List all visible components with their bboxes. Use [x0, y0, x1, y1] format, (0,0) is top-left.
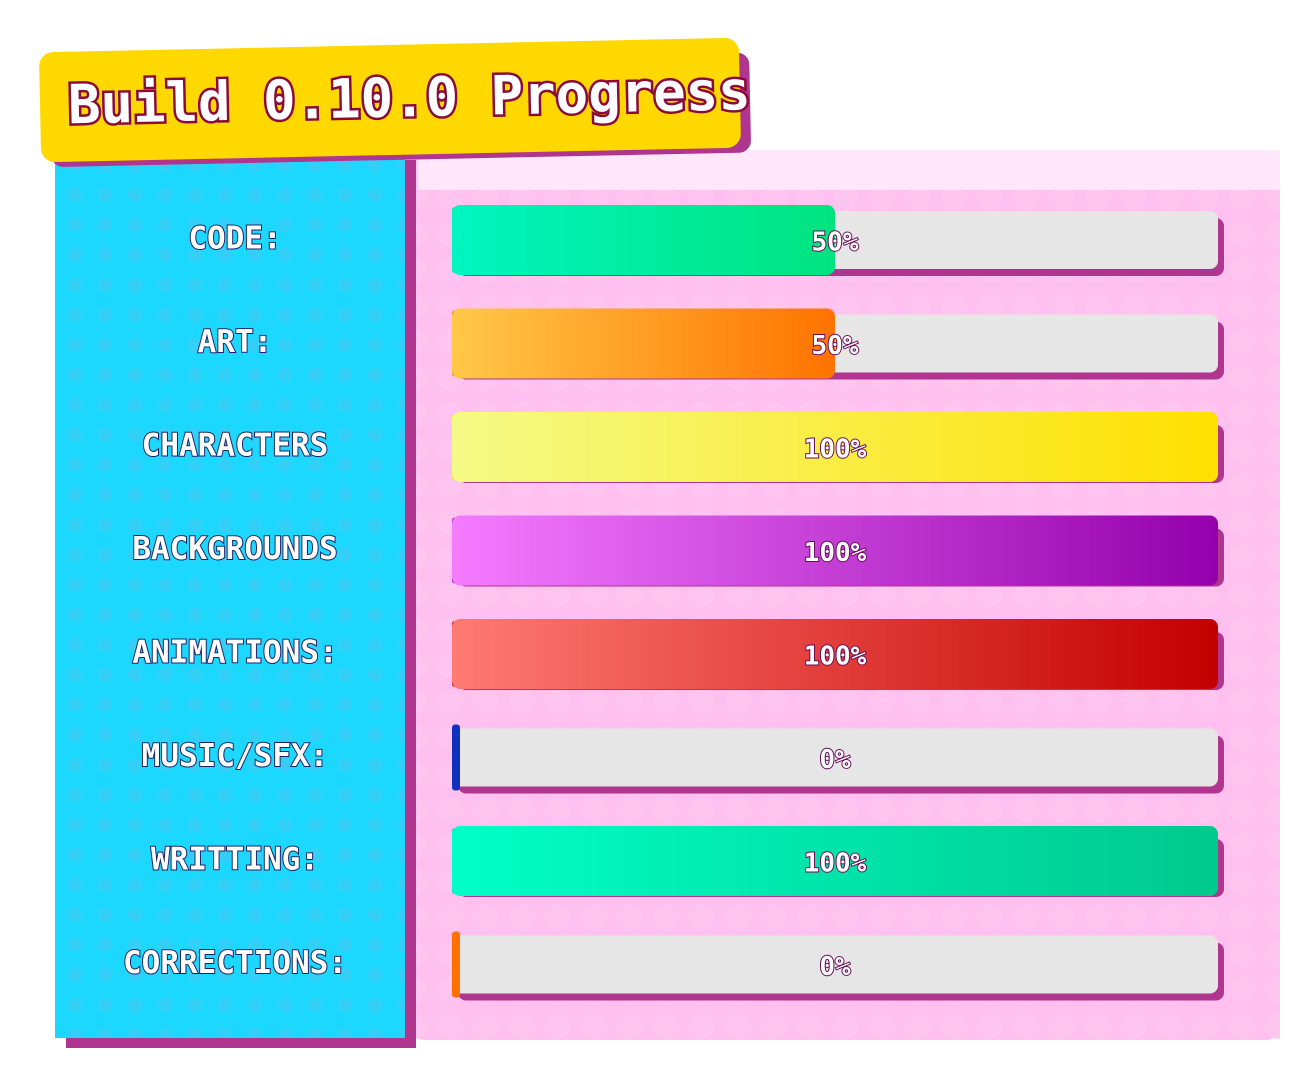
row-label: CORRECTIONS: [123, 945, 347, 981]
title-banner: Build 0.10.0 Progress [39, 37, 754, 167]
track [452, 935, 1218, 994]
percent-label: 100% [804, 435, 867, 465]
row-label: CODE: [188, 221, 281, 257]
dot-pattern [410, 150, 1280, 1040]
percent-label: 0% [819, 952, 851, 982]
progress-bar [452, 826, 1218, 896]
title: Build 0.10.0 Progress [67, 59, 751, 136]
row-label: CHARACTERS [142, 428, 329, 464]
row-label: MUSIC/SFX: [142, 738, 329, 774]
fade-top [418, 150, 1280, 190]
row-label: WRITTING: [151, 842, 319, 878]
progress-bar [452, 205, 835, 275]
percent-label: 100% [804, 538, 867, 568]
left-dot-pattern [55, 150, 405, 1038]
bar-cap [452, 724, 460, 791]
progress-bar [452, 308, 835, 379]
row-label: ART: [198, 324, 273, 360]
bar-cap [452, 931, 460, 998]
progress-bar [452, 515, 1218, 586]
progress-bar [452, 619, 1218, 689]
percent-label: 100% [804, 849, 867, 879]
percent-label: 50% [812, 331, 859, 361]
track [452, 728, 1218, 787]
rows: CODE: 50% ART: 50% CHARACTERS 100% BACKGROUNDS… [122, 205, 1224, 1001]
percent-label: 0% [819, 745, 851, 775]
row-label: ANIMATIONS: [132, 635, 337, 671]
progress-bar [452, 412, 1218, 482]
row-label: BACKGROUNDS [132, 531, 337, 567]
percent-label: 100% [804, 642, 867, 672]
percent-label: 50% [812, 228, 859, 258]
banner [39, 37, 741, 163]
